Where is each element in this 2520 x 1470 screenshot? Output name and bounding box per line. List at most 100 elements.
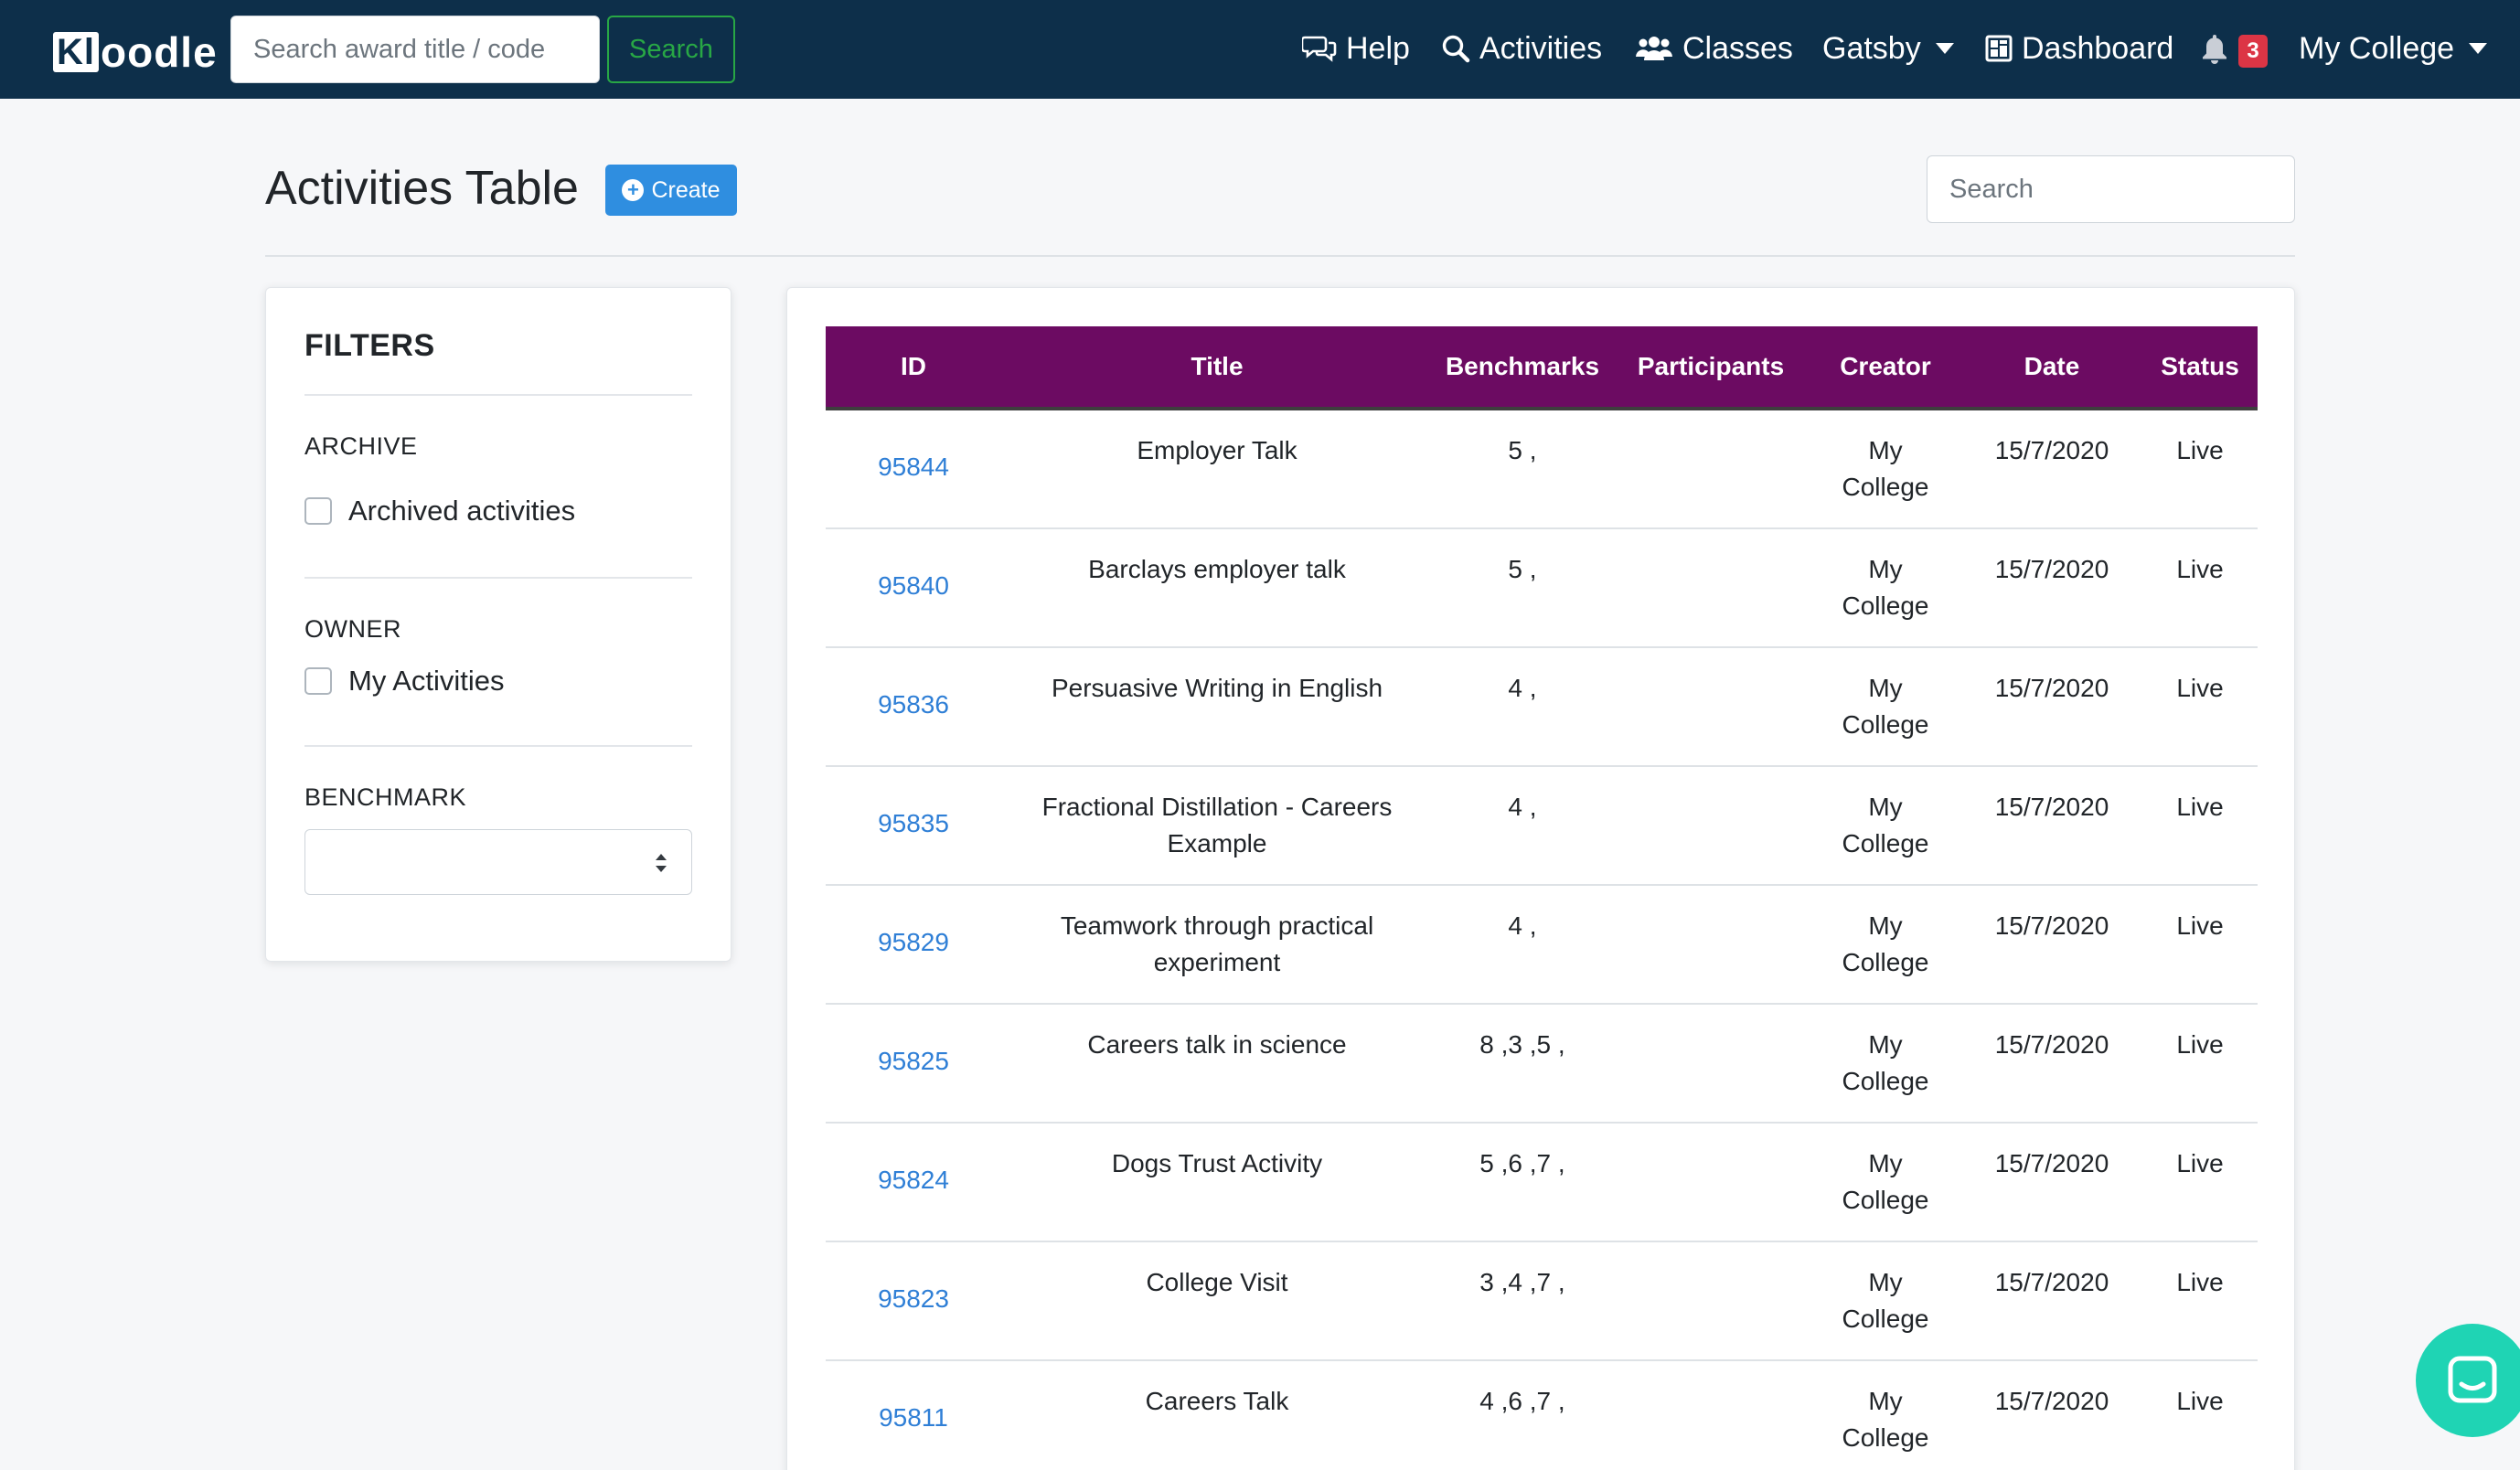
table-row: 95836 Persuasive Writing in English 4 , … bbox=[826, 648, 2258, 767]
bell-icon bbox=[2203, 35, 2226, 64]
table-search-input[interactable] bbox=[1927, 155, 2295, 223]
activity-id-link[interactable]: 95840 bbox=[878, 571, 949, 600]
nav-classes-label: Classes bbox=[1682, 30, 1793, 66]
nav-help[interactable]: Help bbox=[1302, 24, 1410, 73]
activity-benchmarks: 4 , bbox=[1508, 793, 1537, 821]
activity-participants bbox=[1612, 410, 1810, 527]
nav-activities[interactable]: Activities bbox=[1441, 24, 1602, 73]
nav-dashboard[interactable]: Dashboard bbox=[1985, 24, 2173, 73]
archived-activities-filter[interactable]: Archived activities bbox=[304, 495, 575, 527]
activity-status: Live bbox=[2176, 436, 2224, 464]
table-row: 95835 Fractional Distillation - Careers … bbox=[826, 767, 2258, 886]
column-header-title[interactable]: Title bbox=[1191, 352, 1244, 380]
column-header-creator[interactable]: Creator bbox=[1840, 352, 1931, 380]
filters-divider bbox=[304, 577, 692, 579]
activity-id-link[interactable]: 95824 bbox=[878, 1166, 949, 1194]
chevron-down-icon bbox=[1935, 43, 1954, 54]
nav-activities-label: Activities bbox=[1479, 30, 1603, 66]
column-header-date[interactable]: Date bbox=[2023, 352, 2080, 380]
activity-benchmarks: 5 , bbox=[1508, 436, 1537, 464]
table-row: 95823 College Visit 3 ,4 ,7 , My College… bbox=[826, 1242, 2258, 1361]
activity-benchmarks: 4 , bbox=[1508, 911, 1537, 940]
archived-activities-label: Archived activities bbox=[348, 495, 576, 527]
activity-participants bbox=[1612, 1124, 1810, 1241]
brand-logo[interactable]: Kl oodle bbox=[53, 27, 218, 77]
table-header-row: ID Title Benchmarks Participants Creator… bbox=[826, 326, 2258, 410]
plus-circle-icon: + bbox=[622, 179, 645, 201]
activity-id-link[interactable]: 95811 bbox=[879, 1403, 948, 1432]
column-header-participants[interactable]: Participants bbox=[1637, 352, 1785, 380]
nav-help-label: Help bbox=[1346, 30, 1410, 66]
activity-date: 15/7/2020 bbox=[1994, 1149, 2109, 1177]
filters-divider bbox=[304, 745, 692, 747]
column-header-id[interactable]: ID bbox=[901, 352, 926, 380]
search-icon bbox=[1442, 35, 1470, 63]
chat-widget-button[interactable] bbox=[2416, 1324, 2520, 1437]
activity-date: 15/7/2020 bbox=[1994, 674, 2109, 702]
activity-creator: My College bbox=[1842, 674, 1929, 739]
activity-participants bbox=[1612, 1242, 1810, 1359]
brand-logo-mark: Kl bbox=[53, 32, 99, 72]
table-row: 95844 Employer Talk 5 , My College 15/7/… bbox=[826, 410, 2258, 529]
column-header-benchmarks[interactable]: Benchmarks bbox=[1445, 352, 1600, 380]
activity-participants bbox=[1612, 767, 1810, 884]
nav-classes[interactable]: Classes bbox=[1635, 24, 1793, 73]
activity-date: 15/7/2020 bbox=[1994, 1268, 2109, 1296]
nav-account-dropdown[interactable]: My College bbox=[2299, 24, 2488, 73]
nav-gatsby-dropdown[interactable]: Gatsby bbox=[1822, 24, 1954, 73]
activity-creator: My College bbox=[1842, 1030, 1929, 1095]
users-icon bbox=[1636, 37, 1672, 60]
nav-dashboard-label: Dashboard bbox=[2022, 30, 2174, 66]
filters-divider bbox=[304, 394, 692, 396]
activity-creator: My College bbox=[1842, 1268, 1929, 1333]
activity-date: 15/7/2020 bbox=[1994, 911, 2109, 940]
activity-title: Dogs Trust Activity bbox=[1111, 1149, 1323, 1177]
header-divider bbox=[265, 255, 2295, 257]
my-activities-checkbox[interactable] bbox=[304, 667, 332, 695]
activity-status: Live bbox=[2176, 555, 2224, 583]
benchmark-select[interactable] bbox=[304, 829, 692, 895]
chat-widget-icon bbox=[2448, 1356, 2497, 1403]
archived-activities-checkbox[interactable] bbox=[304, 497, 332, 525]
my-activities-filter[interactable]: My Activities bbox=[304, 665, 505, 698]
activity-id-link[interactable]: 95836 bbox=[878, 690, 949, 719]
activity-title: Employer Talk bbox=[1137, 436, 1297, 464]
award-search-input[interactable] bbox=[230, 16, 600, 83]
activity-id-link[interactable]: 95829 bbox=[878, 928, 949, 956]
activity-status: Live bbox=[2176, 793, 2224, 821]
activity-creator: My College bbox=[1842, 911, 1929, 976]
dashboard-icon bbox=[1985, 35, 2013, 62]
activity-creator: My College bbox=[1842, 1387, 1929, 1452]
activity-id-link[interactable]: 95835 bbox=[878, 809, 949, 837]
activity-title: Fractional Distillation - Careers Exampl… bbox=[1041, 793, 1393, 858]
activity-participants bbox=[1612, 648, 1810, 765]
activity-id-link[interactable]: 95825 bbox=[878, 1047, 949, 1075]
activity-participants bbox=[1612, 886, 1810, 1003]
nav-notifications[interactable] bbox=[2200, 24, 2238, 73]
activity-creator: My College bbox=[1842, 1149, 1929, 1214]
award-search-button[interactable]: Search bbox=[607, 16, 735, 83]
archive-heading: ARCHIVE bbox=[304, 432, 418, 460]
page-title: Activities Table bbox=[265, 162, 579, 215]
activity-participants bbox=[1612, 529, 1810, 646]
create-activity-button[interactable]: + Create bbox=[605, 165, 737, 216]
activity-benchmarks: 3 ,4 ,7 , bbox=[1479, 1268, 1565, 1296]
activity-status: Live bbox=[2176, 1268, 2224, 1296]
column-header-status[interactable]: Status bbox=[2161, 352, 2239, 380]
activities-table-card: ID Title Benchmarks Participants Creator… bbox=[786, 287, 2295, 1470]
notification-count-badge: 3 bbox=[2238, 35, 2268, 68]
activity-id-link[interactable]: 95823 bbox=[878, 1284, 949, 1313]
filters-title: FILTERS bbox=[304, 328, 435, 363]
activity-benchmarks: 8 ,3 ,5 , bbox=[1479, 1030, 1565, 1059]
activity-date: 15/7/2020 bbox=[1994, 555, 2109, 583]
activity-title: Teamwork through practical experiment bbox=[1060, 911, 1374, 976]
owner-heading: OWNER bbox=[304, 615, 401, 643]
activity-date: 15/7/2020 bbox=[1994, 793, 2109, 821]
activity-status: Live bbox=[2176, 1387, 2224, 1415]
activity-creator: My College bbox=[1842, 793, 1929, 858]
chevron-down-icon bbox=[2469, 43, 2488, 54]
activity-date: 15/7/2020 bbox=[1994, 1387, 2109, 1415]
my-activities-label: My Activities bbox=[348, 665, 505, 697]
activity-id-link[interactable]: 95844 bbox=[878, 453, 949, 481]
